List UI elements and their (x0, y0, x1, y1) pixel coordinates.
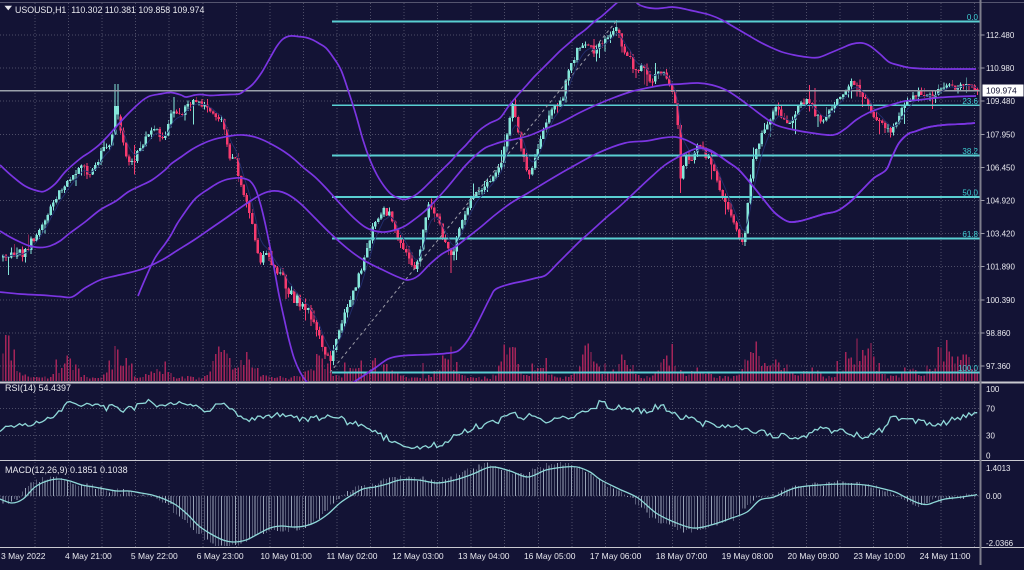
svg-text:23 May 10:00: 23 May 10:00 (853, 551, 905, 561)
svg-text:107.950: 107.950 (986, 130, 1015, 139)
svg-text:USOUSD,H1 110.302 110.381 109: USOUSD,H1 110.302 110.381 109.858 109.97… (15, 5, 205, 15)
svg-text:-2.0366: -2.0366 (986, 539, 1014, 548)
svg-text:MACD(12,26,9) 0.1851 0.1038: MACD(12,26,9) 0.1851 0.1038 (5, 465, 128, 475)
svg-text:110.980: 110.980 (986, 64, 1015, 73)
svg-text:106.450: 106.450 (986, 163, 1015, 172)
svg-text:10 May 01:00: 10 May 01:00 (260, 551, 312, 561)
svg-text:30: 30 (986, 432, 995, 441)
svg-text:20 May 09:00: 20 May 09:00 (788, 551, 840, 561)
svg-text:70: 70 (986, 405, 995, 414)
svg-text:13 May 04:00: 13 May 04:00 (458, 551, 510, 561)
svg-text:5 May 22:00: 5 May 22:00 (131, 551, 178, 561)
svg-text:1.4013: 1.4013 (986, 464, 1011, 473)
svg-text:4 May 21:00: 4 May 21:00 (65, 551, 112, 561)
svg-text:103.420: 103.420 (986, 230, 1015, 239)
svg-text:RSI(14) 54.4397: RSI(14) 54.4397 (5, 383, 71, 393)
svg-text:100: 100 (986, 385, 1000, 394)
svg-text:61.8: 61.8 (962, 230, 978, 239)
svg-text:6 May 23:00: 6 May 23:00 (197, 551, 244, 561)
svg-text:17 May 06:00: 17 May 06:00 (590, 551, 642, 561)
svg-text:11 May 02:00: 11 May 02:00 (327, 551, 378, 561)
svg-text:38.2: 38.2 (962, 147, 978, 156)
svg-text:50.0: 50.0 (962, 189, 978, 198)
svg-text:19 May 08:00: 19 May 08:00 (722, 551, 774, 561)
svg-text:0.0: 0.0 (967, 13, 979, 22)
svg-text:100.0: 100.0 (958, 364, 979, 373)
svg-text:97.360: 97.360 (986, 362, 1011, 371)
svg-text:0.00: 0.00 (986, 492, 1002, 501)
svg-text:3 May 2022: 3 May 2022 (1, 551, 46, 561)
svg-text:0: 0 (986, 452, 991, 461)
svg-text:112.480: 112.480 (986, 31, 1015, 40)
svg-text:24 May 11:00: 24 May 11:00 (920, 551, 971, 561)
svg-text:16 May 05:00: 16 May 05:00 (524, 551, 576, 561)
svg-text:101.890: 101.890 (986, 263, 1015, 272)
svg-text:109.480: 109.480 (986, 97, 1015, 106)
svg-text:104.920: 104.920 (986, 197, 1015, 206)
svg-text:109.974: 109.974 (986, 86, 1017, 96)
svg-text:18 May 07:00: 18 May 07:00 (656, 551, 708, 561)
svg-text:23.6: 23.6 (962, 97, 978, 106)
svg-text:12 May 03:00: 12 May 03:00 (392, 551, 444, 561)
svg-text:98.860: 98.860 (986, 329, 1011, 338)
svg-text:100.390: 100.390 (986, 296, 1015, 305)
